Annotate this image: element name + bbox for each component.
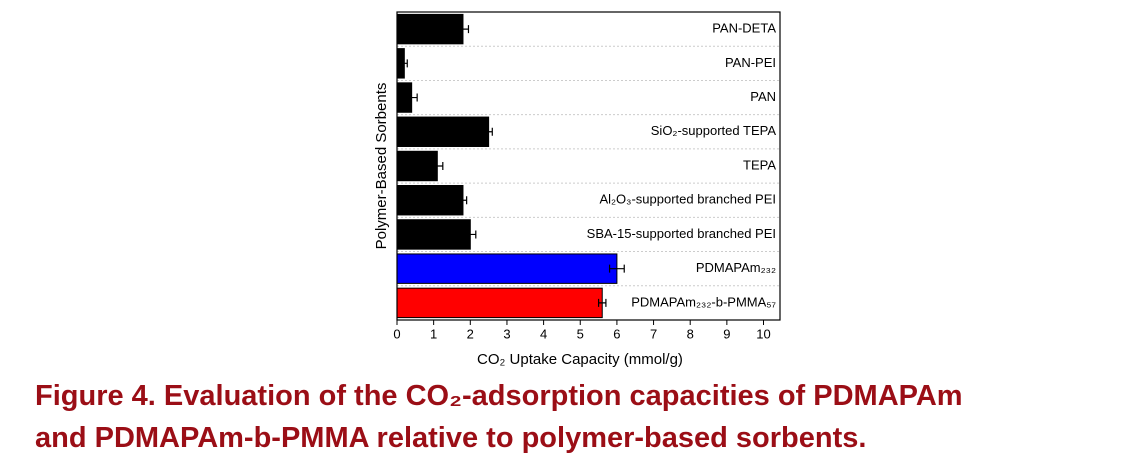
error-bar: [405, 93, 418, 102]
bar: [396, 116, 490, 147]
x-tick-label: 3: [503, 326, 510, 341]
error-bar: [400, 59, 408, 68]
x-tick-label: 4: [540, 326, 547, 341]
y-tick-label: PDMAPAm₂₃₂-b-PMMA₅₇: [631, 294, 776, 309]
caption-line: and PDMAPAm-b-PMMA relative to polymer-b…: [35, 422, 866, 454]
plot-frame: [396, 11, 781, 321]
bar: [396, 185, 464, 216]
x-tick-label: 1: [430, 326, 437, 341]
bar: [396, 253, 618, 284]
x-tick-label: 8: [687, 326, 694, 341]
error-bar: [431, 162, 444, 170]
y-axis-label: Polymer-Based Sorbents: [373, 83, 390, 250]
bar: [396, 150, 438, 182]
x-tick-label: 0: [393, 326, 400, 341]
y-tick-label: SiO₂-supported TEPA: [651, 123, 777, 138]
x-tick-label: 2: [467, 326, 474, 341]
x-tick-label: 10: [756, 326, 770, 341]
x-tick-label: 9: [723, 326, 730, 341]
error-bar: [458, 196, 468, 205]
caption-line: Figure 4. Evaluation of the CO₂-adsorpti…: [35, 380, 963, 412]
bar: [396, 13, 464, 45]
y-tick-label: Al₂O₃-supported branched PEI: [599, 192, 776, 207]
x-tick-label: 6: [613, 326, 620, 341]
y-tick-label: PAN: [750, 89, 776, 104]
x-axis-label: CO₂ Uptake Capacity (mmol/g): [477, 351, 683, 368]
x-tick-label: 5: [577, 326, 584, 341]
y-tick-label: PAN-DETA: [712, 21, 776, 36]
error-bar: [597, 298, 607, 307]
bar: [396, 287, 603, 319]
y-tick-label: PDMAPAm₂₃₂: [696, 260, 776, 275]
error-bar: [608, 264, 625, 273]
y-tick-label: SBA-15-supported branched PEI: [587, 226, 776, 241]
error-bar: [484, 127, 493, 136]
x-tick-label: 7: [650, 326, 657, 341]
bar: [396, 219, 471, 250]
error-bar: [464, 230, 477, 239]
error-bar: [456, 25, 470, 34]
y-tick-label: PAN-PEI: [725, 55, 776, 70]
y-tick-label: TEPA: [743, 157, 776, 172]
